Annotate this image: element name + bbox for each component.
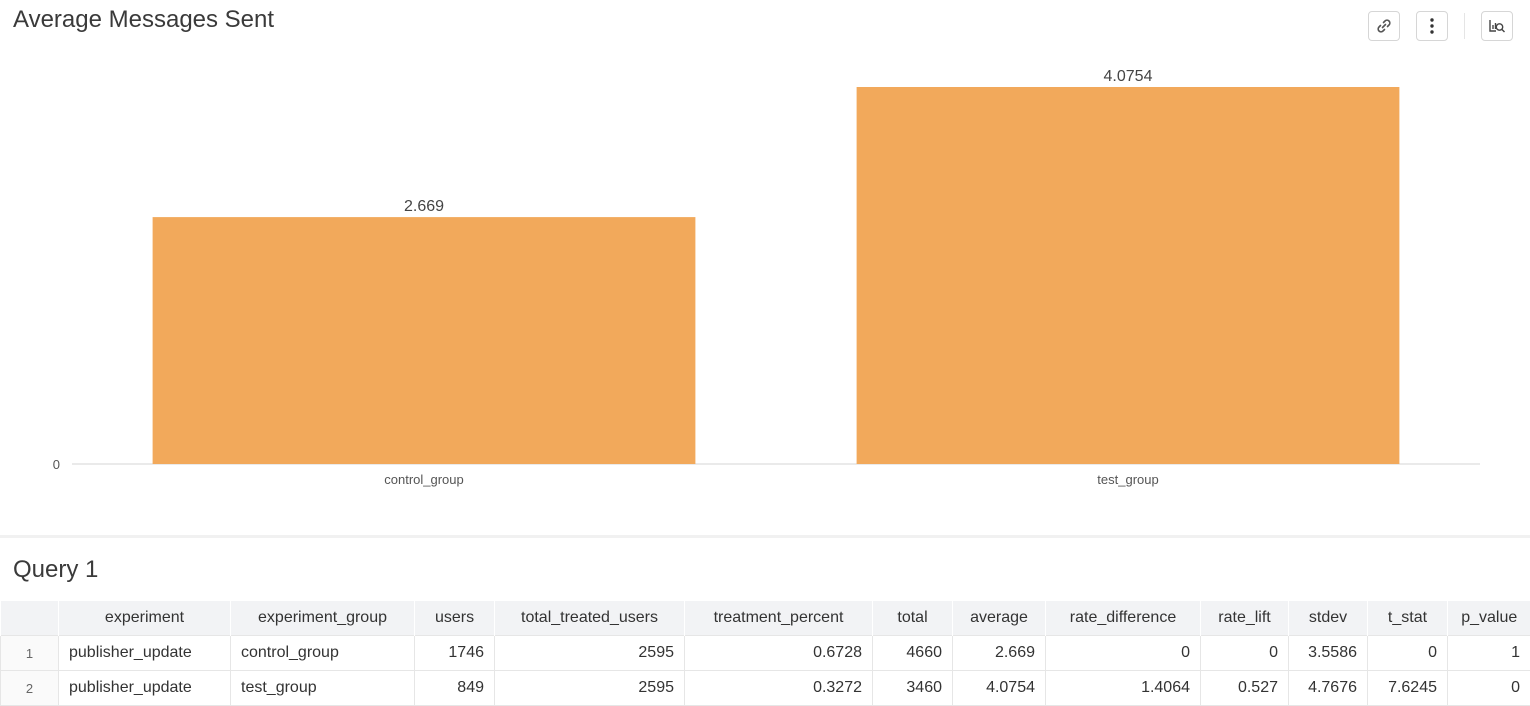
inspect-query-button[interactable] bbox=[1481, 11, 1513, 41]
column-header[interactable]: total bbox=[873, 601, 953, 636]
row-index-header bbox=[1, 601, 59, 636]
table-cell: 0 bbox=[1368, 636, 1448, 671]
table-cell: 849 bbox=[415, 671, 495, 706]
toolbar-divider bbox=[1464, 13, 1465, 39]
table-cell: 1746 bbox=[415, 636, 495, 671]
table-cell: 2595 bbox=[495, 636, 685, 671]
bar-chart: 0 2.669 control_group 4.0754 test_group bbox=[0, 50, 1530, 500]
data-label: 2.669 bbox=[404, 198, 444, 215]
data-label: 4.0754 bbox=[1104, 68, 1153, 85]
column-header[interactable]: total_treated_users bbox=[495, 601, 685, 636]
table-cell: 4.7676 bbox=[1289, 671, 1368, 706]
table-cell: 2595 bbox=[495, 671, 685, 706]
chart-toolbar bbox=[1352, 11, 1513, 41]
more-options-button[interactable] bbox=[1416, 11, 1448, 41]
query-title: Query 1 bbox=[13, 556, 98, 584]
table-cell: 0 bbox=[1448, 671, 1530, 706]
bar-chart-svg: 0 2.669 control_group 4.0754 test_group bbox=[0, 50, 1530, 500]
table-cell: 2.669 bbox=[953, 636, 1046, 671]
inspect-query-icon bbox=[1487, 17, 1507, 35]
column-header[interactable]: t_stat bbox=[1368, 601, 1448, 636]
chart-title: Average Messages Sent bbox=[13, 6, 274, 34]
section-divider bbox=[0, 535, 1530, 538]
table-row[interactable]: 1 publisher_update control_group 1746 25… bbox=[1, 636, 1530, 671]
bar bbox=[153, 217, 696, 464]
copy-link-button[interactable] bbox=[1368, 11, 1400, 41]
table-cell: publisher_update bbox=[59, 671, 231, 706]
column-header[interactable]: users bbox=[415, 601, 495, 636]
more-vertical-icon bbox=[1429, 17, 1435, 35]
column-header[interactable]: p_value bbox=[1448, 601, 1530, 636]
table-cell: 0.6728 bbox=[685, 636, 873, 671]
table-cell: publisher_update bbox=[59, 636, 231, 671]
table-cell: test_group bbox=[231, 671, 415, 706]
column-header[interactable]: average bbox=[953, 601, 1046, 636]
bar bbox=[857, 87, 1400, 464]
column-header[interactable]: treatment_percent bbox=[685, 601, 873, 636]
table-row[interactable]: 2 publisher_update test_group 849 2595 0… bbox=[1, 671, 1530, 706]
column-header[interactable]: stdev bbox=[1289, 601, 1368, 636]
table-cell: 0 bbox=[1046, 636, 1201, 671]
column-header[interactable]: rate_difference bbox=[1046, 601, 1201, 636]
table-cell: 0 bbox=[1201, 636, 1289, 671]
table-cell: 4660 bbox=[873, 636, 953, 671]
table-cell: 0.527 bbox=[1201, 671, 1289, 706]
table-cell: 4.0754 bbox=[953, 671, 1046, 706]
column-header[interactable]: experiment bbox=[59, 601, 231, 636]
column-header[interactable]: rate_lift bbox=[1201, 601, 1289, 636]
row-index: 1 bbox=[1, 636, 59, 671]
table-cell: 1.4064 bbox=[1046, 671, 1201, 706]
table-cell: control_group bbox=[231, 636, 415, 671]
results-table: experiment experiment_group users total_… bbox=[0, 601, 1530, 706]
table-header-row: experiment experiment_group users total_… bbox=[1, 601, 1530, 636]
row-index: 2 bbox=[1, 671, 59, 706]
table-cell: 3.5586 bbox=[1289, 636, 1368, 671]
link-icon bbox=[1375, 17, 1393, 35]
x-tick-label: control_group bbox=[384, 472, 464, 487]
table-cell: 0.3272 bbox=[685, 671, 873, 706]
table-cell: 3460 bbox=[873, 671, 953, 706]
table-cell: 7.6245 bbox=[1368, 671, 1448, 706]
x-tick-label: test_group bbox=[1097, 472, 1158, 487]
column-header[interactable]: experiment_group bbox=[231, 601, 415, 636]
table-cell: 1 bbox=[1448, 636, 1530, 671]
y-tick-label: 0 bbox=[53, 457, 60, 472]
